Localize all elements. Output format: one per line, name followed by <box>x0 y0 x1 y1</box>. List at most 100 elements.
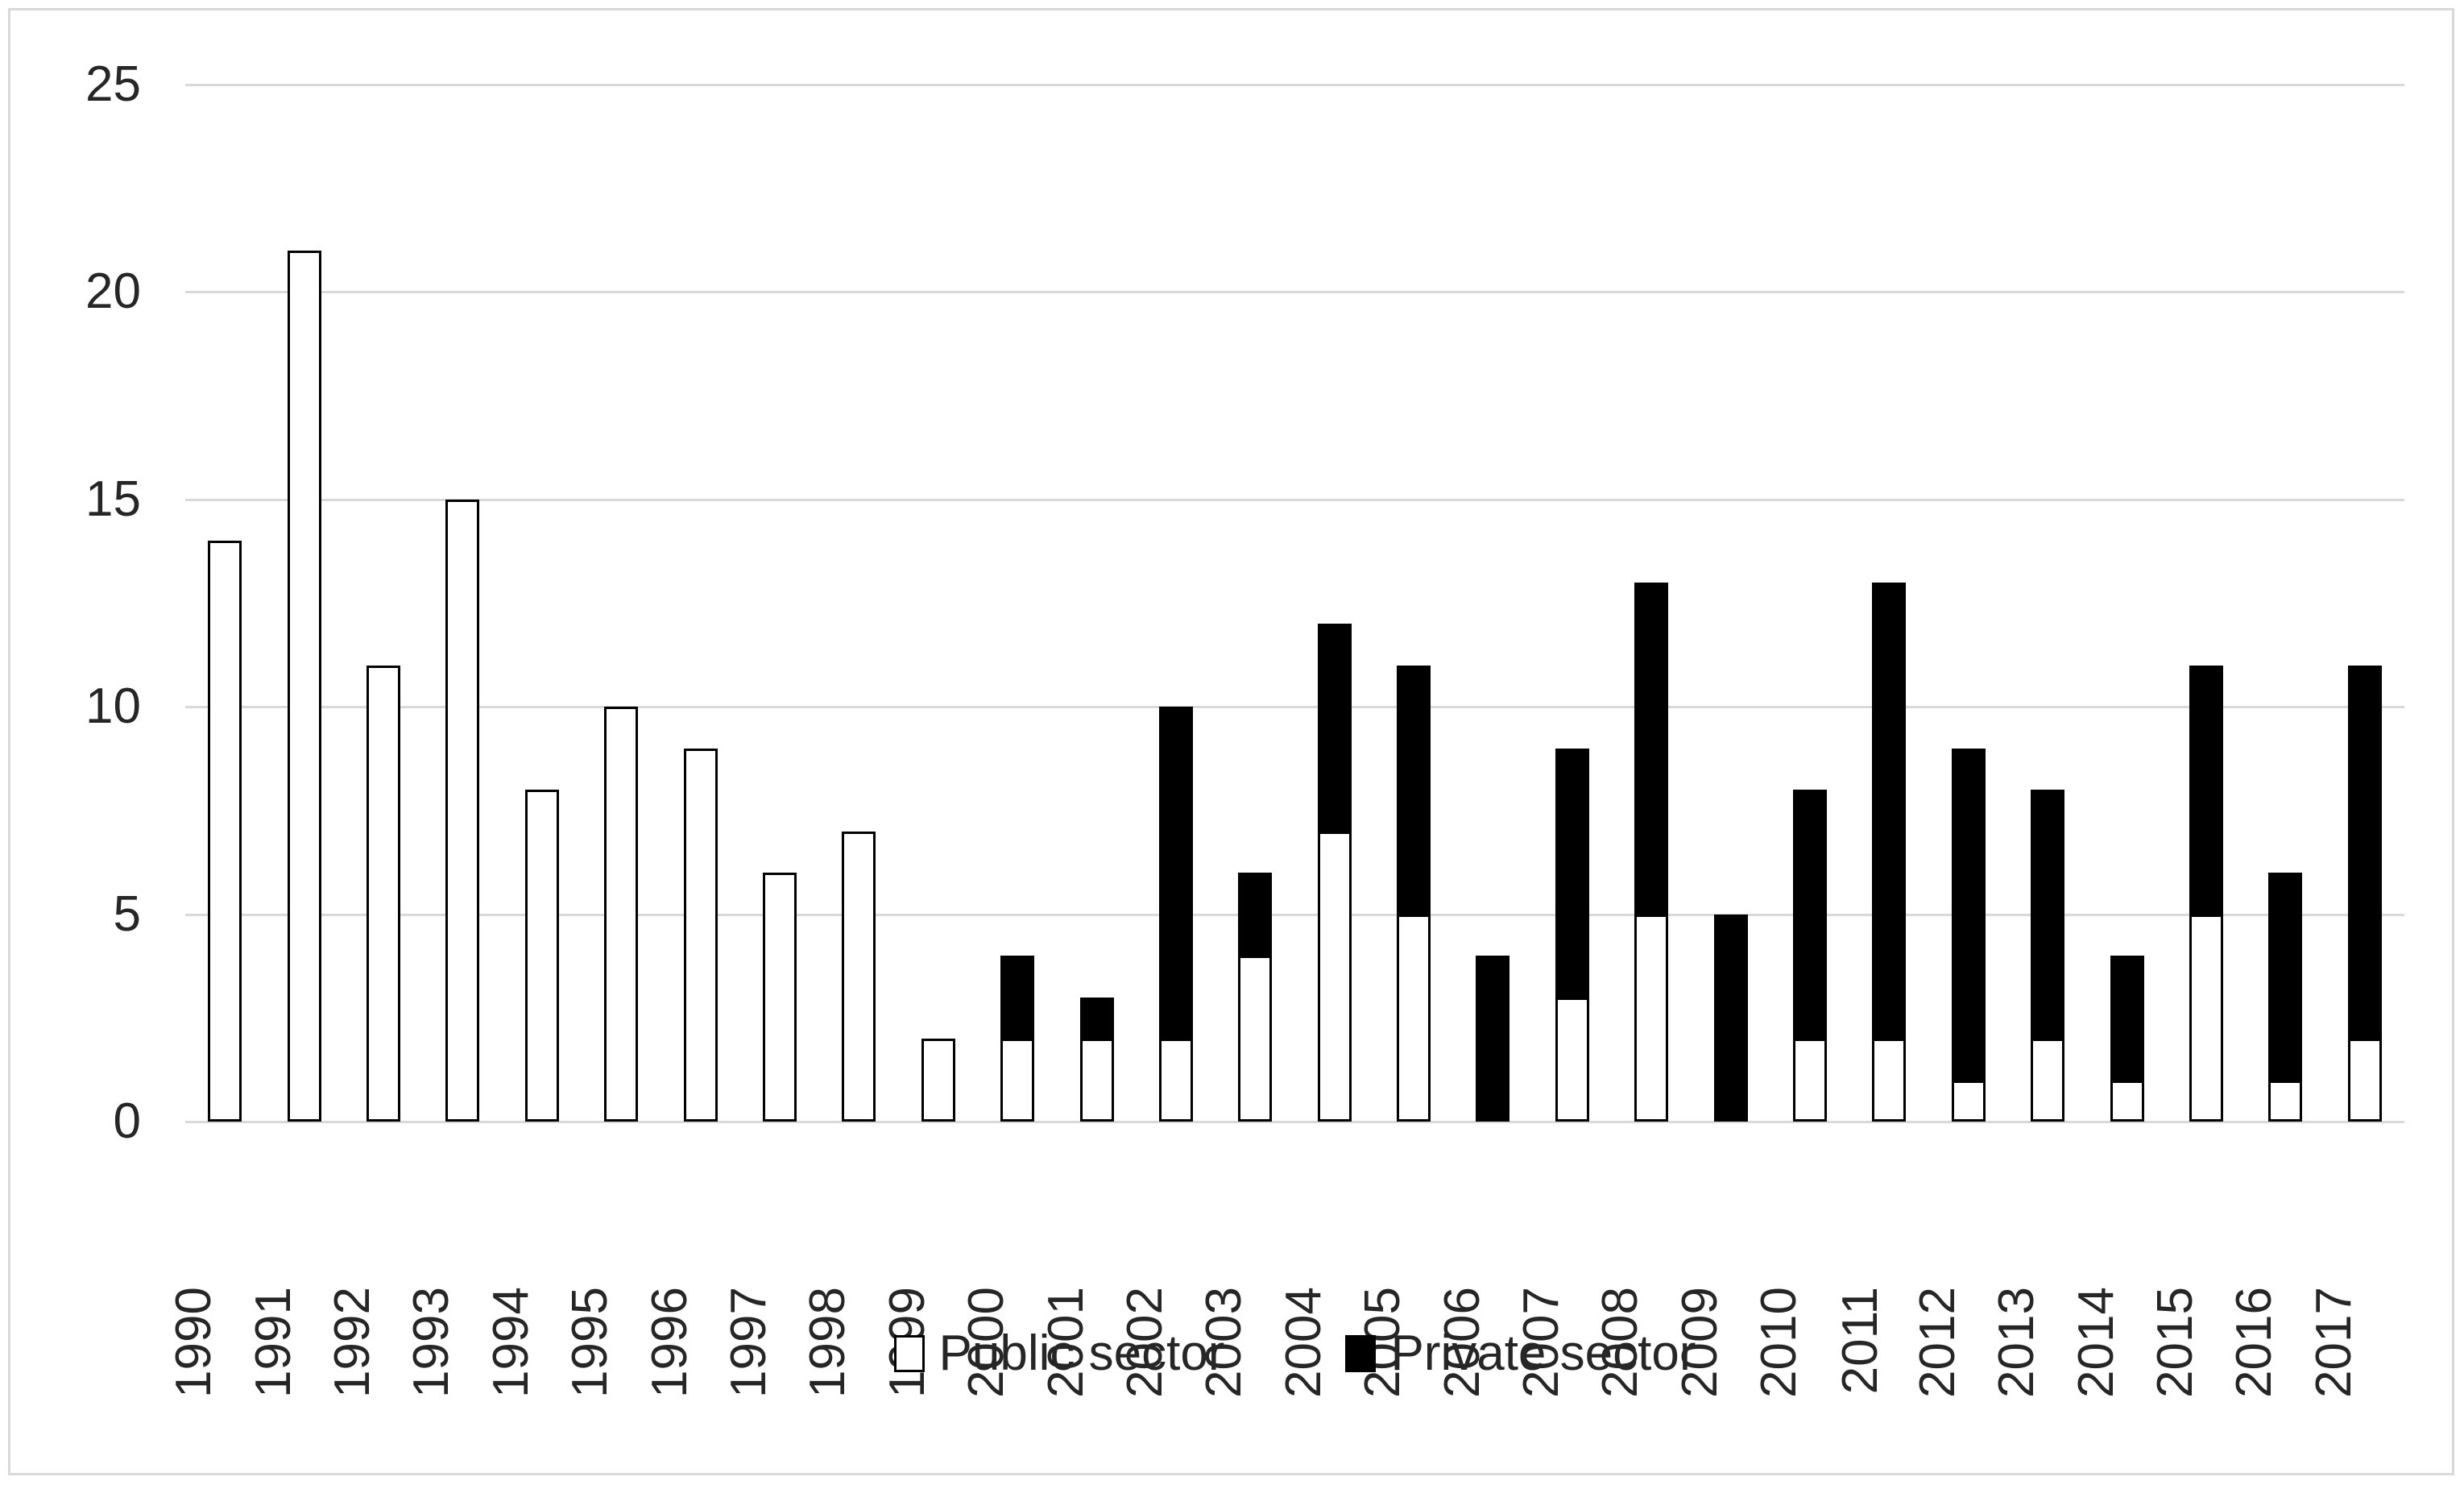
bar-segment-public-2000 <box>1000 1039 1035 1122</box>
bar-2005 <box>1374 665 1453 1122</box>
bar-1993 <box>423 499 502 1122</box>
bar-segment-private-2008 <box>1634 582 1669 915</box>
bar-1992 <box>344 665 423 1122</box>
bar-segment-private-2010 <box>1793 790 1828 1039</box>
bar-segment-public-1990 <box>208 541 242 1122</box>
y-tick-label: 20 <box>85 263 141 320</box>
bar-1994 <box>503 790 582 1122</box>
bar-segment-public-1992 <box>366 665 400 1122</box>
bar-2003 <box>1215 873 1294 1122</box>
bar-segment-public-2014 <box>2110 1080 2144 1122</box>
bar-segment-public-2008 <box>1634 914 1669 1122</box>
plot-area <box>185 84 2404 1123</box>
x-tick-label-2014: 2014 <box>2069 1138 2166 1398</box>
x-tick-label-1997: 1997 <box>721 1138 819 1398</box>
y-tick-label: 0 <box>113 1093 141 1149</box>
x-tick-label-1995: 1995 <box>562 1138 661 1398</box>
bar-segment-public-2011 <box>1872 1039 1907 1122</box>
x-tick-label-2015: 2015 <box>2147 1138 2246 1398</box>
bar-1998 <box>819 831 898 1122</box>
y-tick-label: 10 <box>85 678 141 735</box>
y-tick-label: 5 <box>113 886 141 942</box>
bar-segment-private-2007 <box>1555 748 1589 998</box>
bar-2015 <box>2167 665 2246 1122</box>
gridline-y-5 <box>185 913 2404 916</box>
private-sector-swatch-icon <box>1345 1335 1377 1372</box>
bar-segment-public-2013 <box>2031 1039 2065 1122</box>
bar-segment-private-2005 <box>1397 665 1431 915</box>
bar-1999 <box>899 1039 978 1122</box>
bar-segment-public-1993 <box>445 499 480 1122</box>
bar-segment-private-2001 <box>1079 997 1114 1039</box>
x-tick-label-2007: 2007 <box>1514 1138 1612 1398</box>
chart-frame-border <box>8 8 2454 1475</box>
bar-segment-private-2003 <box>1238 873 1273 956</box>
bar-1996 <box>661 748 739 1122</box>
bar-segment-private-2011 <box>1872 582 1907 1039</box>
bar-segment-private-2014 <box>2110 956 2144 1081</box>
bar-segment-private-2015 <box>2189 665 2223 915</box>
bar-segment-private-2006 <box>1476 956 1510 1122</box>
bar-segment-private-2004 <box>1317 624 1352 832</box>
legend-item-public-sector: Public sector <box>893 1325 1224 1382</box>
bar-1990 <box>185 541 264 1122</box>
gridline-y-10 <box>185 706 2404 709</box>
bar-2008 <box>1612 582 1691 1122</box>
bar-segment-public-1991 <box>287 250 321 1122</box>
bar-segment-private-2000 <box>1000 956 1035 1039</box>
bar-segment-public-1997 <box>762 873 797 1122</box>
x-tick-label-2010: 2010 <box>1751 1138 1849 1398</box>
bar-segment-private-2016 <box>2268 873 2303 1081</box>
x-tick-label-2009: 2009 <box>1672 1138 1770 1398</box>
x-tick-label-2000: 2000 <box>959 1138 1057 1398</box>
x-tick-label-1994: 1994 <box>483 1138 582 1398</box>
bar-2016 <box>2246 873 2325 1122</box>
x-tick-label-2005: 2005 <box>1355 1138 1453 1398</box>
bar-segment-public-2012 <box>1951 1080 1986 1122</box>
x-tick-label-1992: 1992 <box>325 1138 423 1398</box>
bar-1991 <box>264 250 343 1122</box>
x-tick-label-2006: 2006 <box>1435 1138 1532 1398</box>
bar-2012 <box>1929 748 2008 1122</box>
bar-segment-public-1995 <box>604 707 639 1122</box>
bar-1997 <box>740 873 819 1122</box>
x-tick-label-1999: 1999 <box>880 1138 978 1398</box>
bar-segment-public-2007 <box>1555 997 1589 1122</box>
bar-segment-private-2013 <box>2031 790 2065 1039</box>
bar-segment-private-2012 <box>1951 748 1986 1081</box>
x-tick-label-2012: 2012 <box>1910 1138 2008 1398</box>
bar-segment-public-1999 <box>921 1039 955 1122</box>
x-tick-label-2016: 2016 <box>2226 1138 2325 1398</box>
x-tick-label-2013: 2013 <box>1989 1138 2087 1398</box>
bar-segment-public-2004 <box>1317 831 1352 1122</box>
x-tick-label-2001: 2001 <box>1038 1138 1136 1398</box>
x-tick-label-1996: 1996 <box>642 1138 739 1398</box>
bar-segment-public-2002 <box>1158 1039 1193 1122</box>
bar-segment-public-2016 <box>2268 1080 2303 1122</box>
x-tick-label-2004: 2004 <box>1276 1138 1374 1398</box>
chart-legend: Public sector Private sector <box>185 1325 2404 1382</box>
x-axis-tick-labels: 1990199119921993199419951996199719981999… <box>166 1138 2404 1398</box>
bar-segment-public-2003 <box>1238 956 1273 1122</box>
bar-segment-public-2017 <box>2347 1039 2382 1122</box>
legend-item-private-sector: Private sector <box>1345 1325 1696 1382</box>
bar-segment-public-2010 <box>1793 1039 1828 1122</box>
gridline-y-15 <box>185 498 2404 501</box>
bar-segment-private-2009 <box>1713 914 1748 1122</box>
x-tick-label-1990: 1990 <box>166 1138 264 1398</box>
bar-segment-public-1996 <box>683 748 718 1122</box>
gridline-y-25 <box>185 84 2404 86</box>
gridline-y-20 <box>185 291 2404 294</box>
bar-2000 <box>978 956 1057 1122</box>
bar-2013 <box>2008 790 2087 1122</box>
bar-segment-public-2005 <box>1397 914 1431 1122</box>
x-tick-label-2008: 2008 <box>1592 1138 1691 1398</box>
bar-segment-private-2017 <box>2347 665 2382 1039</box>
bar-segment-private-2002 <box>1158 707 1193 1039</box>
gridline-y-0 <box>185 1121 2404 1123</box>
x-tick-label-2002: 2002 <box>1117 1138 1215 1398</box>
bar-2014 <box>2087 956 2166 1122</box>
y-tick-label: 15 <box>85 471 141 527</box>
bar-2011 <box>1849 582 1928 1122</box>
